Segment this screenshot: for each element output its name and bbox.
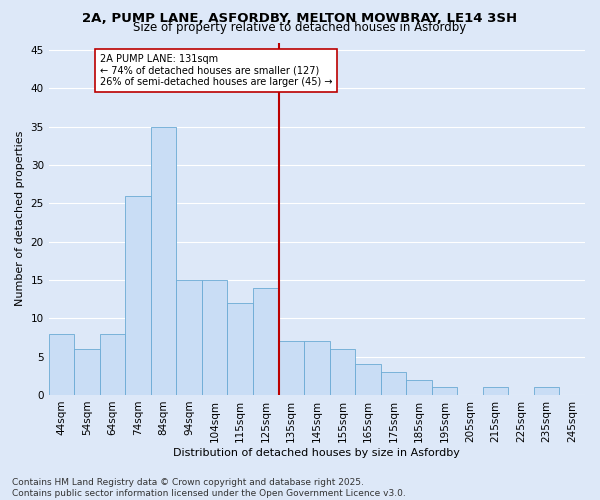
Bar xyxy=(151,127,176,395)
Text: 2A PUMP LANE: 131sqm
← 74% of detached houses are smaller (127)
26% of semi-deta: 2A PUMP LANE: 131sqm ← 74% of detached h… xyxy=(100,54,332,87)
Bar xyxy=(534,388,559,395)
Bar xyxy=(100,334,125,395)
Bar xyxy=(125,196,151,395)
Text: Size of property relative to detached houses in Asfordby: Size of property relative to detached ho… xyxy=(133,22,467,35)
Bar xyxy=(355,364,380,395)
Bar xyxy=(278,342,304,395)
Bar xyxy=(329,349,355,395)
Text: 2A, PUMP LANE, ASFORDBY, MELTON MOWBRAY, LE14 3SH: 2A, PUMP LANE, ASFORDBY, MELTON MOWBRAY,… xyxy=(82,12,518,24)
Bar xyxy=(176,280,202,395)
Bar xyxy=(304,342,329,395)
Bar xyxy=(202,280,227,395)
Bar xyxy=(380,372,406,395)
Bar xyxy=(483,388,508,395)
X-axis label: Distribution of detached houses by size in Asfordby: Distribution of detached houses by size … xyxy=(173,448,460,458)
Y-axis label: Number of detached properties: Number of detached properties xyxy=(15,131,25,306)
Bar xyxy=(227,303,253,395)
Bar xyxy=(432,388,457,395)
Bar xyxy=(253,288,278,395)
Text: Contains HM Land Registry data © Crown copyright and database right 2025.
Contai: Contains HM Land Registry data © Crown c… xyxy=(12,478,406,498)
Bar xyxy=(74,349,100,395)
Bar xyxy=(49,334,74,395)
Bar xyxy=(406,380,432,395)
